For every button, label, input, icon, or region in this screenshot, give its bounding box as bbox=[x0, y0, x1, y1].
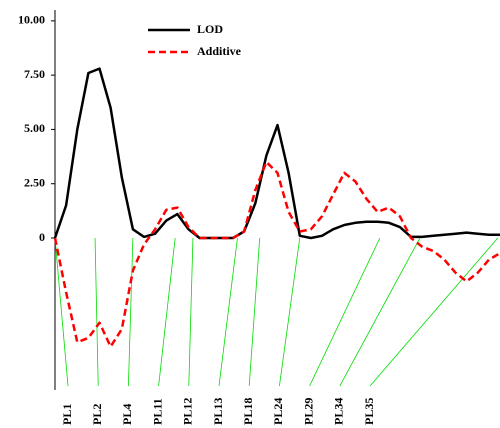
marker-label: PL4 bbox=[120, 404, 134, 425]
marker-line bbox=[94, 237, 99, 387]
marker-label: PL18 bbox=[241, 398, 255, 425]
marker-label: PL12 bbox=[181, 398, 195, 425]
y-tick-label: 2.50 bbox=[24, 175, 45, 189]
marker-line bbox=[309, 237, 381, 387]
y-tick-label: 0 bbox=[39, 230, 45, 244]
marker-line bbox=[339, 237, 421, 387]
marker-label: PL2 bbox=[90, 404, 104, 425]
marker-line bbox=[188, 237, 194, 387]
marker-label: PL24 bbox=[271, 398, 285, 425]
y-tick-label: 7.50 bbox=[24, 67, 45, 81]
marker-line bbox=[369, 237, 499, 387]
y-tick-label: 5.00 bbox=[24, 121, 45, 135]
series-line bbox=[53, 160, 500, 348]
marker-line bbox=[279, 237, 301, 387]
marker-line bbox=[248, 237, 261, 387]
marker-line bbox=[218, 237, 238, 387]
marker-label: PL29 bbox=[301, 398, 315, 425]
marker-line bbox=[54, 237, 69, 387]
marker-label: PL13 bbox=[211, 398, 225, 425]
marker-label: PL34 bbox=[332, 398, 346, 425]
y-tick-label: 10.00 bbox=[18, 13, 45, 27]
marker-label: PL11 bbox=[150, 398, 164, 425]
marker-line bbox=[158, 237, 176, 387]
marker-line bbox=[128, 237, 134, 387]
marker-label: PL1 bbox=[60, 404, 74, 425]
legend-label: Additive bbox=[197, 44, 242, 58]
marker-label: PL35 bbox=[362, 398, 376, 425]
legend-label: LOD bbox=[197, 22, 223, 36]
series-line bbox=[53, 67, 500, 240]
